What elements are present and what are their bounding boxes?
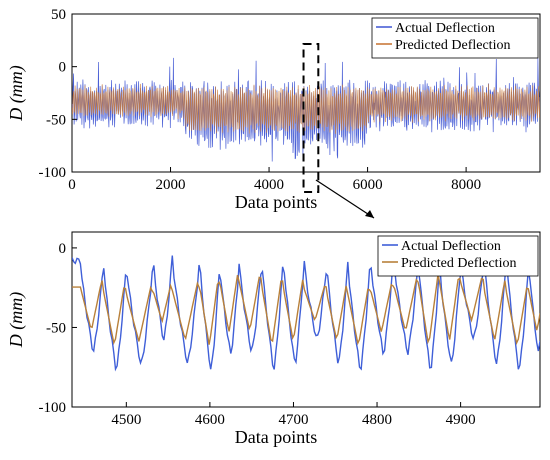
- x-tick-label: 4000: [254, 177, 284, 193]
- legend-label: Predicted Deflection: [401, 256, 516, 271]
- x-tick-label: 4700: [278, 412, 308, 428]
- y-axis-label: D (mm): [6, 292, 27, 349]
- x-tick-label: 0: [68, 177, 76, 193]
- legend-label: Actual Deflection: [395, 21, 495, 36]
- x-axis-label: Data points: [235, 192, 318, 212]
- x-axis-label: Data points: [235, 427, 318, 447]
- top-legend: Actual Deflection Predicted Deflection: [371, 17, 539, 59]
- legend-box: [371, 17, 539, 59]
- arrow-line: [315, 179, 375, 219]
- zoom-arrow: [315, 179, 375, 219]
- top-series-group: [72, 57, 540, 162]
- bottom-chart-panel: 4500 4600 4700 4800 4900 -100 -50 0 Data points D…: [6, 231, 541, 447]
- y-tick-label: 0: [59, 60, 67, 76]
- y-tick-label: 50: [51, 7, 66, 23]
- legend-label: Actual Deflection: [401, 239, 501, 254]
- y-tick-label: -100: [39, 400, 67, 416]
- x-tick-label: 4500: [111, 412, 141, 428]
- y-tick-label: 0: [59, 241, 67, 257]
- x-tick-label: 4600: [195, 412, 225, 428]
- bottom-axes: 4500 4600 4700 4800 4900 -100 -50 0 Data points D…: [6, 241, 476, 447]
- x-tick-label: 2000: [156, 177, 186, 193]
- x-tick-label: 4900: [446, 412, 476, 428]
- series-line-predicted: [72, 273, 540, 346]
- y-tick-label: -50: [46, 112, 66, 128]
- bottom-plot-frame: [71, 231, 541, 408]
- x-tick-label: 8000: [451, 177, 481, 193]
- bottom-legend: Actual Deflection Predicted Deflection: [377, 235, 539, 277]
- y-axis-label: D (mm): [6, 65, 27, 122]
- x-tick-label: 4800: [362, 412, 392, 428]
- legend-box: [377, 235, 539, 277]
- legend-label: Predicted Deflection: [395, 38, 510, 53]
- y-tick-label: -50: [46, 320, 66, 336]
- top-plot-frame: [71, 13, 541, 173]
- y-tick-label: -100: [39, 165, 67, 181]
- zoom-region-box: [302, 43, 320, 193]
- top-axes: 0 2000 4000 6000 8000 -100 -50 0 50 Data points D …: [6, 7, 481, 212]
- top-chart-panel: 0 2000 4000 6000 8000 -100 -50 0 50 Data points D …: [6, 7, 541, 212]
- series-line-predicted: [72, 83, 540, 134]
- arrow-head: [365, 210, 374, 218]
- x-tick-label: 6000: [353, 177, 383, 193]
